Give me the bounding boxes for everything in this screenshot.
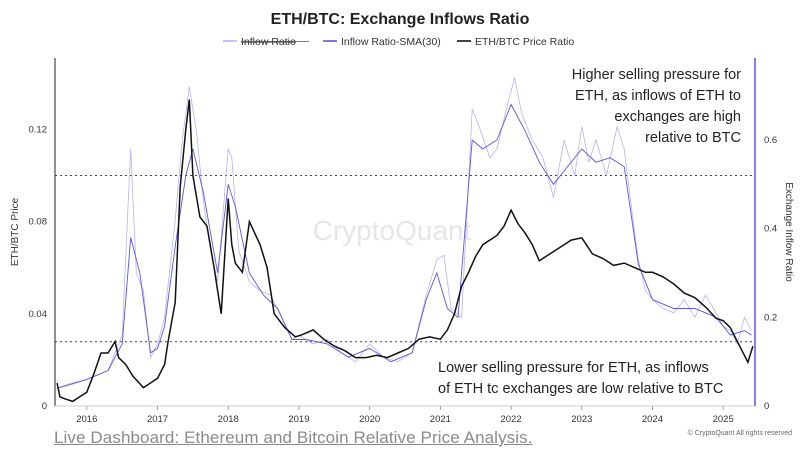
series-line-eth-btc-price [56,99,754,403]
series-group [56,77,754,403]
legend-label: ETH/BTC Price Ratio [475,36,574,48]
legend-label: Inflow Ratio [241,36,296,48]
x-tick-label: 2016 [76,414,97,425]
chart: ETH/BTC: Exchange Inflows Ratio Inflow R… [10,11,794,437]
legend-item-1[interactable]: Inflow Ratio [223,36,309,48]
y-right-axis-label: Exchange Inflow Ratio [783,182,794,282]
y-right-tick-label: 0.4 [764,224,777,235]
legend: Inflow Ratio Inflow Ratio-SMA(30) ETH/BTC … [223,36,574,48]
x-tick-label: 2018 [218,414,239,425]
y-left-tick-label: 0.04 [29,309,48,320]
series-line-inflow-sma [56,103,752,389]
x-tick-label: 2023 [571,414,592,425]
y-left-axis-label: ETH/BTC Price [10,197,21,266]
x-tick-label: 2017 [147,414,168,425]
copyright: © CryptoQuant All rights reserved [688,429,792,437]
y-right-tick-label: 0 [764,401,769,412]
live-dashboard-link[interactable]: Live Dashboard: Ethereum and Bitcoin Rel… [54,428,533,447]
series-line-inflow-ratio [56,77,752,389]
legend-item-3[interactable]: ETH/BTC Price Ratio [457,36,574,48]
annotation-line: Higher selling pressure for [572,67,741,83]
annotation-line: exchanges are high [614,109,741,125]
y-right-tick-label: 0.6 [764,135,777,146]
y-left-axis-ticks: 0 0.04 0.08 0.12 [29,124,48,412]
annotation-low-pressure: Lower selling pressure for ETH, as inflo… [438,360,723,397]
annotation-line: relative to BTC [645,130,741,146]
legend-label: Inflow Ratio-SMA(30) [341,36,441,48]
y-left-tick-label: 0.12 [29,124,48,135]
annotation-line: ETH, as inflows of ETH to [575,88,741,104]
legend-item-2[interactable]: Inflow Ratio-SMA(30) [323,36,441,48]
x-tick-label: 2025 [713,414,734,425]
y-left-tick-label: 0.08 [29,217,48,228]
watermark: CryptoQuant [313,215,472,246]
reference-lines [55,174,755,343]
annotation-high-pressure: Higher selling pressure for ETH, as inflo… [572,67,741,146]
x-tick-label: 2020 [359,414,380,425]
annotation-line: Lower selling pressure for ETH, as inflo… [438,360,709,376]
x-tick-label: 2019 [288,414,309,425]
x-tick-label: 2022 [500,414,521,425]
y-right-tick-label: 0.2 [764,312,777,323]
annotation-line: of ETH tc exchanges are low relative to … [438,381,723,397]
chart-title: ETH/BTC: Exchange Inflows Ratio [271,11,530,28]
x-tick-label: 2024 [642,414,663,425]
x-axis-ticks: 2016 2017 2018 2019 2020 2021 2022 2023 2024 2025 [76,406,734,425]
x-tick-label: 2021 [430,414,451,425]
y-left-tick-label: 0 [42,401,47,412]
y-right-axis-ticks: 0 0.2 0.4 0.6 [764,135,777,412]
